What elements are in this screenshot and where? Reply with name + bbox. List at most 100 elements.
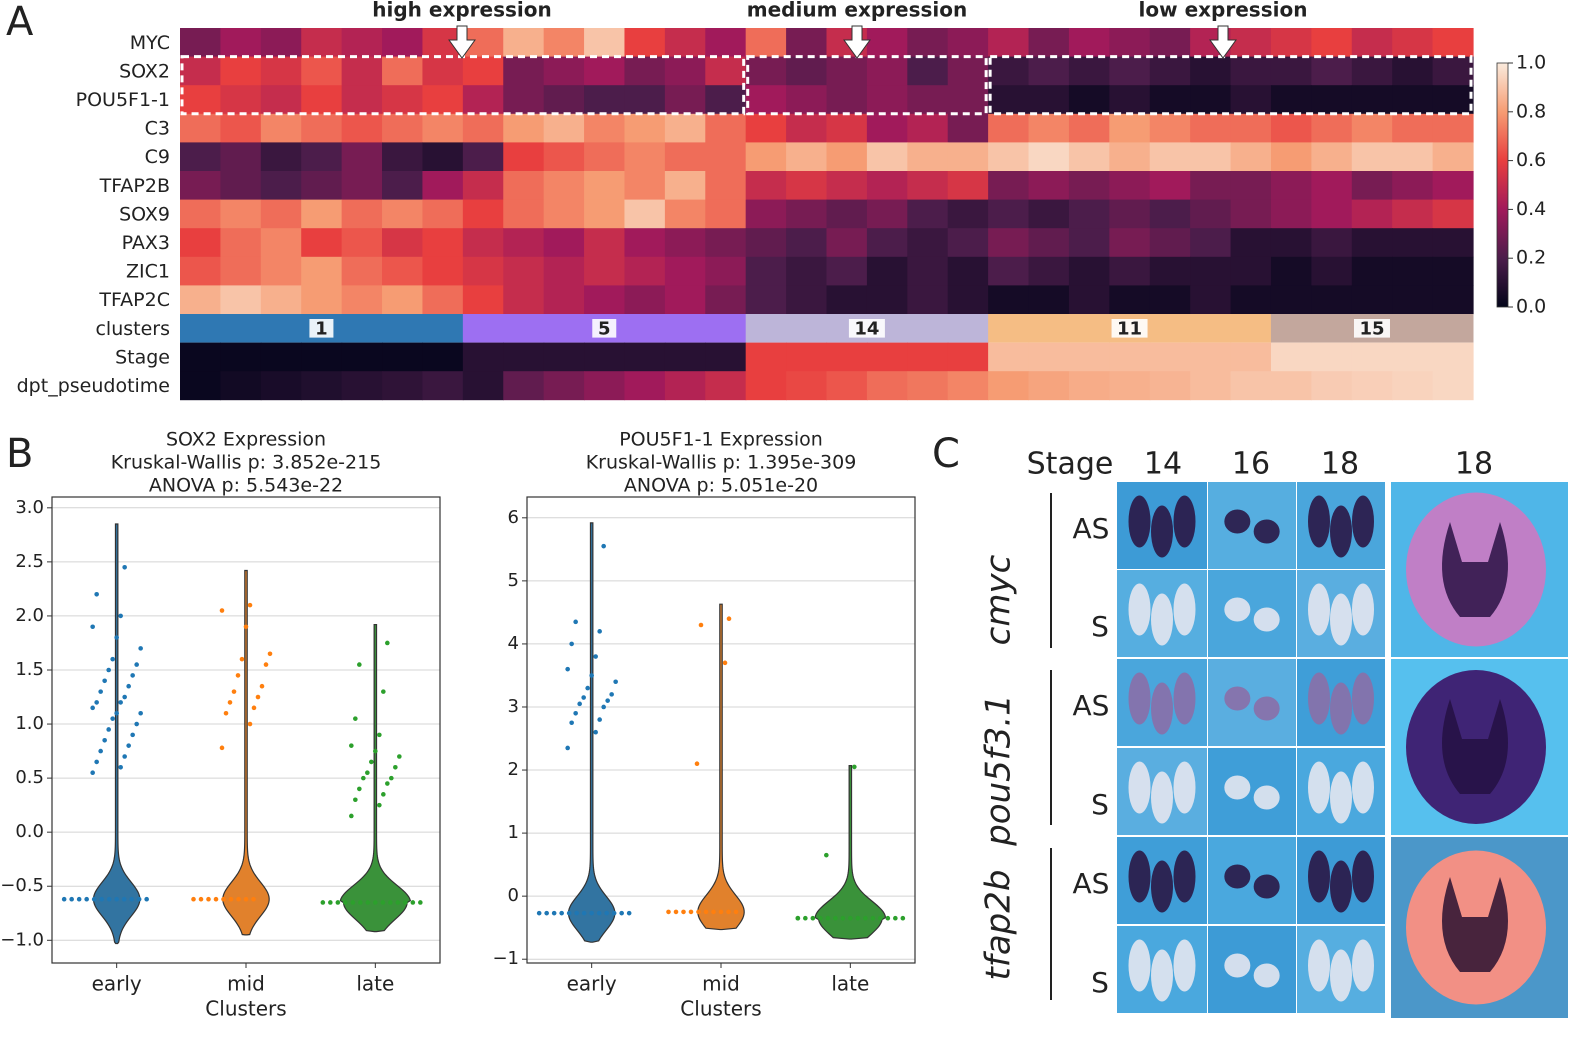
heat-cell: [1190, 56, 1232, 86]
heat-cell: [1392, 199, 1434, 229]
heat-cell: [503, 285, 545, 315]
heat-cell: [947, 342, 989, 372]
row-type: AS: [1073, 689, 1110, 722]
swarm-point: [403, 900, 408, 905]
heat-cell: [1109, 285, 1151, 315]
swarm-point: [320, 900, 326, 905]
tissue: [1352, 939, 1374, 992]
heat-cell: [301, 342, 343, 372]
heat-cell: [382, 228, 424, 258]
cluster-label-box: [1111, 319, 1148, 338]
y-tick-label: 0.0: [15, 821, 44, 842]
heat-cell: [462, 56, 504, 86]
heat-cell: [220, 342, 262, 372]
swarm-point: [90, 770, 95, 776]
heat-cell: [301, 371, 343, 401]
cluster-label: 14: [854, 318, 879, 339]
swarm-point: [380, 900, 386, 905]
swarm-point: [118, 613, 123, 619]
heat-cell: [786, 85, 828, 115]
tissue: [1173, 939, 1196, 992]
heat-cell: [301, 285, 343, 315]
chart-title: ANOVA p: 5.543e-22: [149, 475, 343, 497]
heat-cell: [1351, 85, 1393, 115]
heat-cell: [988, 371, 1030, 401]
heat-cell: [462, 342, 504, 372]
heat-cell: [543, 56, 585, 86]
swarm-point: [126, 743, 131, 748]
heat-cell: [1270, 85, 1312, 115]
heat-cell: [624, 342, 666, 372]
heat-cell: [1351, 256, 1393, 286]
heat-cell: [826, 228, 868, 258]
row-label: TFAP2C: [98, 289, 170, 311]
heat-cell: [1149, 285, 1191, 315]
swarm-point: [559, 910, 564, 916]
tissue: [1330, 682, 1352, 735]
heat-cell: [947, 285, 989, 315]
heat-cell: [1068, 113, 1110, 143]
swarm-point: [848, 915, 853, 921]
heat-cell: [786, 199, 828, 229]
stage-label: Stage: [1027, 447, 1114, 482]
heat-cell: [1432, 113, 1474, 143]
heat-cell: [786, 371, 828, 401]
heat-cell: [1270, 28, 1312, 57]
heat-cell: [624, 56, 666, 86]
heat-cell: [1109, 85, 1151, 115]
heat-cell: [1149, 85, 1191, 115]
heat-cell: [907, 285, 949, 315]
heat-cell: [1190, 142, 1232, 172]
swarm-point: [106, 727, 111, 732]
heat-cell: [988, 199, 1030, 229]
heat-cell: [1230, 371, 1272, 401]
swarm-point: [134, 662, 139, 667]
heat-cell: [462, 256, 504, 286]
swarm-point: [136, 896, 142, 902]
heat-cell: [866, 371, 908, 401]
colorbar-tick-label: 1.0: [1516, 52, 1546, 74]
y-tick-label: 2: [508, 759, 519, 780]
arrow: [1209, 25, 1237, 59]
row-label: clusters: [95, 318, 170, 340]
heat-cell: [503, 28, 545, 57]
heat-cell: [826, 199, 868, 229]
swarm-point: [122, 564, 127, 570]
heat-cell: [1190, 256, 1232, 286]
heat-cell: [786, 142, 828, 172]
tissue: [1330, 860, 1352, 913]
heat-cell: [1149, 256, 1191, 286]
panel-label: B: [6, 431, 33, 477]
swarm-point: [365, 770, 370, 776]
tissue: [1151, 682, 1173, 735]
annotation: low expression: [1139, 0, 1308, 22]
heat-cell: [180, 171, 222, 200]
swarm-point: [228, 896, 234, 902]
swarm-point: [726, 909, 731, 915]
y-tick-label: 2.0: [15, 605, 44, 626]
swarm-point: [711, 909, 716, 915]
tissue: [1253, 785, 1280, 810]
heat-cell: [705, 85, 747, 115]
heat-cell: [1028, 56, 1070, 86]
swarm-point: [102, 678, 107, 684]
swarm-point: [227, 700, 233, 705]
heat-cell: [866, 142, 908, 172]
heat-cell: [584, 285, 626, 315]
tissue: [1330, 593, 1352, 646]
heat-cell: [866, 85, 908, 115]
heat-cell: [1392, 371, 1434, 401]
heat-cell: [947, 171, 989, 200]
swarm-point: [198, 896, 204, 902]
tissue: [1151, 593, 1173, 646]
heat-cell: [422, 171, 464, 200]
heat-cell: [664, 113, 706, 143]
heat-cell: [220, 113, 262, 143]
swarm-point: [596, 910, 602, 916]
swarm-point: [566, 910, 572, 916]
heat-cell: [220, 228, 262, 258]
y-tick-label: 1.5: [15, 659, 44, 680]
heat-cell: [1109, 113, 1151, 143]
swarm-point: [144, 896, 149, 902]
swarm-point: [251, 705, 257, 711]
